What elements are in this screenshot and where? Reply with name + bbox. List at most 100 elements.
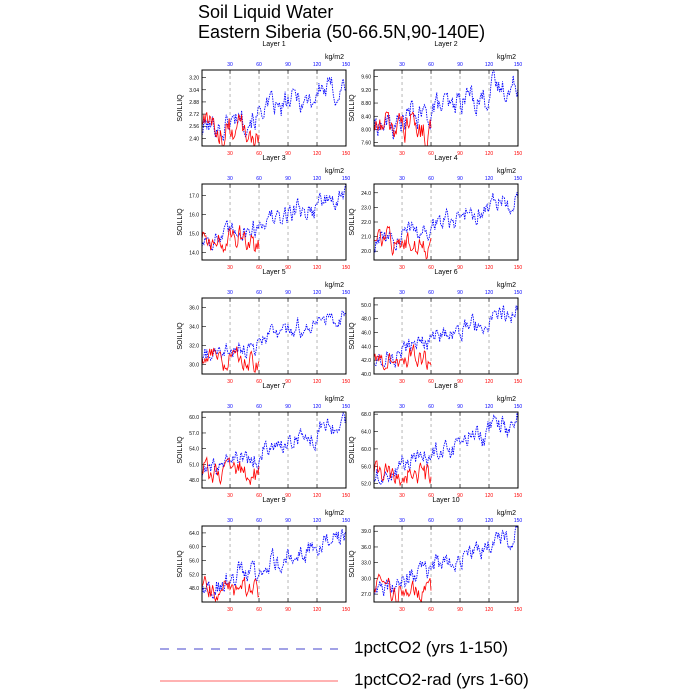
- x-tick-label-top: 150: [342, 518, 351, 524]
- panel-title: Layer 6: [434, 269, 457, 276]
- x-tick-label-top: 150: [514, 404, 523, 410]
- x-tick-label-bottom: 60: [256, 151, 262, 157]
- x-tick-label-top: 90: [457, 404, 463, 410]
- y-tick-label: 56.0: [361, 464, 371, 470]
- panel-title: Layer 10: [432, 497, 459, 504]
- y-tick-label: 21.0: [361, 235, 371, 241]
- y-tick-label: 8.40: [361, 114, 371, 120]
- x-tick-label-bottom: 150: [514, 379, 523, 385]
- x-tick-label-top: 60: [256, 62, 262, 68]
- x-tick-label-top: 120: [485, 176, 494, 182]
- x-tick-label-top: 90: [457, 176, 463, 182]
- x-tick-label-top: 90: [285, 404, 291, 410]
- x-tick-label-bottom: 30: [227, 379, 233, 385]
- x-tick-label-bottom: 30: [227, 265, 233, 271]
- y-tick-label: 30.0: [189, 363, 199, 369]
- x-tick-label-bottom: 90: [285, 607, 291, 613]
- x-tick-label-bottom: 60: [256, 493, 262, 499]
- x-tick-label-bottom: 120: [313, 493, 322, 499]
- x-tick-label-bottom: 30: [399, 607, 405, 613]
- x-tick-label-bottom: 120: [485, 151, 494, 157]
- x-tick-label-bottom: 90: [457, 265, 463, 271]
- x-tick-label-bottom: 150: [342, 379, 351, 385]
- y-tick-label: 44.0: [361, 344, 371, 350]
- y-tick-label: 34.0: [189, 325, 199, 331]
- x-tick-label-top: 120: [313, 404, 322, 410]
- unit-label: kg/m2: [325, 396, 344, 403]
- x-tick-label-bottom: 30: [399, 265, 405, 271]
- y-tick-label: 9.20: [361, 88, 371, 94]
- x-tick-label-bottom: 30: [227, 607, 233, 613]
- y-tick-label: 52.0: [189, 572, 199, 578]
- y-tick-label: 8.00: [361, 127, 371, 133]
- x-tick-label-bottom: 90: [285, 493, 291, 499]
- y-tick-label: 48.0: [189, 478, 199, 484]
- panel-title: Layer 7: [262, 383, 285, 390]
- x-tick-label-bottom: 150: [342, 265, 351, 271]
- x-tick-label-top: 60: [428, 290, 434, 296]
- y-axis-label: SOILLIQ: [177, 550, 184, 578]
- x-tick-label-top: 30: [399, 176, 405, 182]
- series-1pctCO2-line: [374, 526, 518, 596]
- x-tick-label-top: 90: [457, 62, 463, 68]
- unit-label: kg/m2: [325, 282, 344, 289]
- y-tick-label: 50.0: [361, 303, 371, 309]
- series-1pctCO2-line: [202, 529, 346, 599]
- y-axis-label: SOILLIQ: [349, 322, 356, 350]
- x-tick-label-bottom: 90: [285, 265, 291, 271]
- x-tick-label-top: 60: [428, 62, 434, 68]
- x-tick-label-bottom: 30: [227, 151, 233, 157]
- x-tick-label-top: 120: [485, 404, 494, 410]
- y-tick-label: 20.0: [361, 249, 371, 255]
- y-tick-label: 8.80: [361, 101, 371, 107]
- x-tick-label-bottom: 30: [399, 493, 405, 499]
- x-tick-label-bottom: 120: [313, 379, 322, 385]
- series-1pctCO2-rad-line: [374, 344, 432, 371]
- y-axis-label: SOILLIQ: [177, 94, 184, 122]
- unit-label: kg/m2: [325, 510, 344, 517]
- y-tick-label: 27.0: [361, 592, 371, 598]
- x-tick-label-top: 60: [256, 518, 262, 524]
- series-1pctCO2-rad-line: [202, 575, 260, 602]
- panel-layer-9: Layer 9 kg/m2 SOILLIQ 30 60 90 120 150 30 60 90 120…: [177, 497, 350, 613]
- unit-label: kg/m2: [325, 54, 344, 61]
- y-tick-label: 42.0: [361, 358, 371, 364]
- panel-title: Layer 1: [262, 41, 285, 48]
- panel-layer-2: Layer 2 kg/m2 SOILLIQ 30 60 90 120 150 30 60 90 120…: [349, 41, 522, 157]
- y-axis-label: SOILLIQ: [177, 208, 184, 236]
- panel-layer-6: Layer 6 kg/m2 SOILLIQ 30 60 90 120 150 30 60 90 120…: [349, 269, 522, 385]
- panel-frame: [201, 411, 347, 489]
- x-tick-label-bottom: 90: [457, 493, 463, 499]
- panel-frame: [373, 69, 519, 147]
- y-axis-label: SOILLIQ: [349, 436, 356, 464]
- y-tick-label: 56.0: [189, 559, 199, 565]
- x-tick-label-top: 60: [256, 290, 262, 296]
- series-1pctCO2-line: [202, 310, 346, 363]
- x-tick-label-top: 150: [342, 290, 351, 296]
- x-tick-label-top: 90: [457, 518, 463, 524]
- y-tick-label: 36.0: [361, 545, 371, 551]
- x-tick-label-bottom: 150: [514, 607, 523, 613]
- panel-title: Layer 4: [434, 155, 457, 162]
- x-tick-label-top: 30: [399, 62, 405, 68]
- x-tick-label-bottom: 60: [428, 493, 434, 499]
- x-tick-label-bottom: 150: [342, 607, 351, 613]
- y-tick-label: 46.0: [361, 331, 371, 337]
- y-tick-label: 51.0: [189, 462, 199, 468]
- y-tick-label: 60.0: [189, 415, 199, 421]
- panel-title: Layer 8: [434, 383, 457, 390]
- x-tick-label-bottom: 120: [313, 265, 322, 271]
- series-1pctCO2-rad-line: [202, 225, 260, 254]
- x-tick-label-top: 30: [227, 176, 233, 182]
- x-tick-label-bottom: 90: [457, 379, 463, 385]
- y-tick-label: 16.0: [189, 212, 199, 218]
- panel-frame: [373, 183, 519, 261]
- y-axis-label: SOILLIQ: [177, 436, 184, 464]
- x-tick-label-top: 150: [514, 62, 523, 68]
- x-tick-label-top: 150: [514, 176, 523, 182]
- panel-layer-10: Layer 10 kg/m2 SOILLIQ 30 60 90 120 150 30 60 90 12…: [349, 497, 522, 613]
- x-tick-label-bottom: 150: [342, 493, 351, 499]
- x-tick-label-bottom: 120: [485, 493, 494, 499]
- figure-title: Soil Liquid Water Eastern Siberia (50-66…: [198, 2, 485, 42]
- x-tick-label-top: 30: [399, 404, 405, 410]
